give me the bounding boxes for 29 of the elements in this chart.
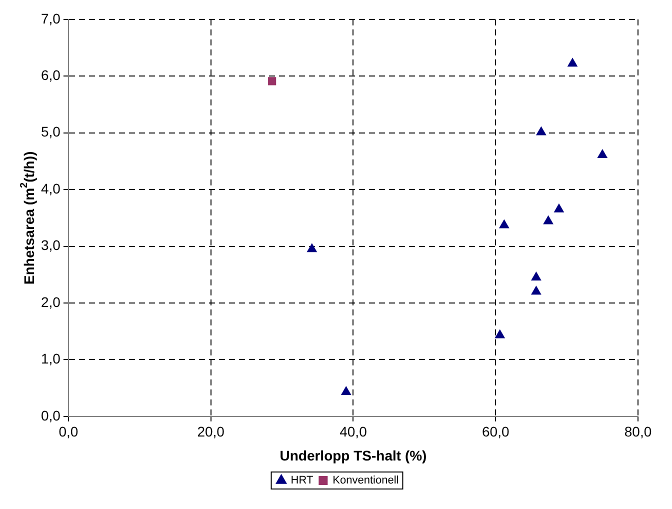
point bbox=[568, 58, 578, 67]
y-tick-label: 4,0 bbox=[40, 180, 61, 196]
y-tick-label: 0,0 bbox=[40, 407, 61, 424]
point bbox=[341, 386, 351, 396]
x-tick-label: 60,0 bbox=[482, 424, 510, 440]
point bbox=[495, 330, 505, 338]
y-tick-label: 7,0 bbox=[40, 10, 61, 26]
x-tick-label: 0,0 bbox=[58, 424, 78, 440]
point bbox=[268, 77, 276, 86]
legend-label: HRT bbox=[290, 474, 314, 487]
legend-label: Konventionell bbox=[332, 474, 399, 487]
y-axis-title: Enhetsarea (m2(t/h)) bbox=[18, 151, 37, 284]
point bbox=[554, 204, 564, 212]
point bbox=[531, 286, 542, 295]
point bbox=[531, 272, 542, 280]
y-tick-label: 1,0 bbox=[40, 350, 61, 367]
y-tick-label: 6,0 bbox=[40, 66, 61, 83]
point bbox=[499, 220, 509, 228]
point bbox=[543, 216, 554, 224]
point bbox=[536, 126, 546, 136]
y-tick-label: 3,0 bbox=[40, 237, 61, 254]
y-tick-label: 2,0 bbox=[40, 294, 61, 310]
y-tick-label: 5,0 bbox=[40, 124, 61, 140]
x-tick-label: 80,0 bbox=[624, 424, 652, 440]
x-tick-label: 20,0 bbox=[197, 424, 225, 440]
x-tick-label: 40,0 bbox=[340, 424, 368, 440]
point bbox=[598, 149, 608, 158]
point bbox=[307, 244, 317, 252]
x-axis-title: Underlopp TS-halt (%) bbox=[280, 447, 427, 464]
